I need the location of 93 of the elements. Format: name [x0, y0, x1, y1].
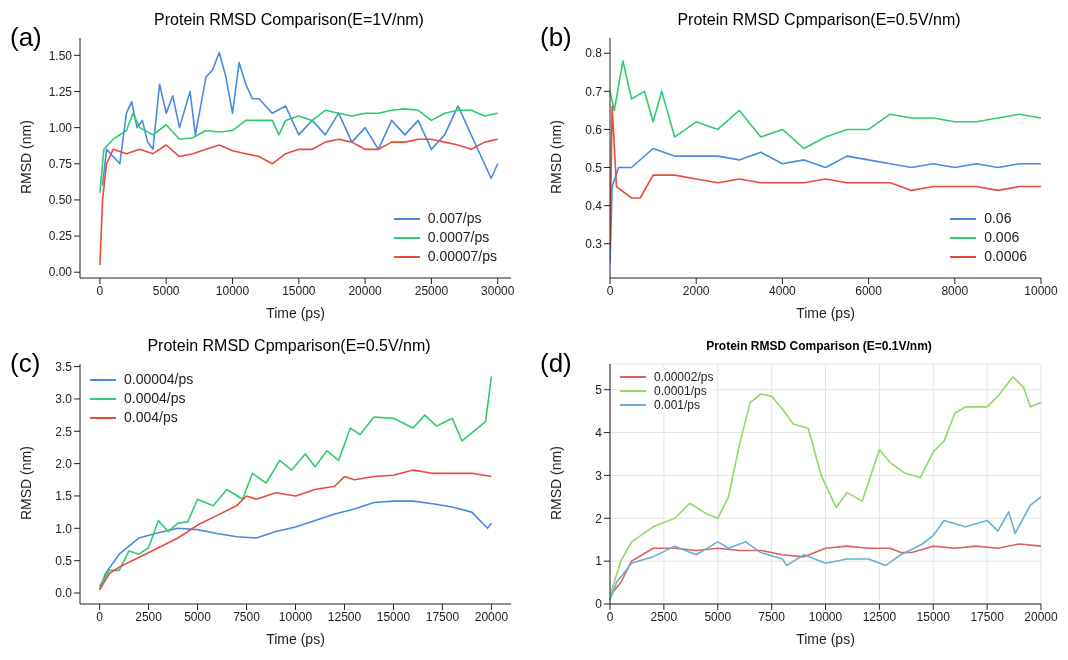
y-tick-label: 3.5	[55, 359, 73, 374]
x-tick-label: 5000	[152, 283, 180, 298]
legend-label: 0.004/ps	[124, 408, 178, 427]
x-tick-label: 20000	[1024, 609, 1059, 624]
y-tick-label: 5	[595, 382, 603, 397]
x-tick-label: 0	[96, 609, 104, 624]
x-tick-label: 0	[96, 283, 104, 298]
text: (a)	[10, 22, 42, 53]
x-tick-label: 5000	[704, 609, 732, 624]
x-tick-label: 20000	[348, 283, 383, 298]
x-tick-label: 10000	[278, 609, 313, 624]
y-tick-label: 1.50	[48, 48, 73, 63]
x-tick-label: 0	[606, 609, 614, 624]
y-tick-label: 3.0	[55, 392, 73, 407]
y-tick-label: 1.5	[55, 489, 73, 504]
y-axis-title: RMSD (nm)	[17, 446, 34, 520]
x-tick-label: 10000	[808, 609, 843, 624]
y-tick-label: 0.50	[48, 193, 73, 208]
x-tick-label: 15000	[282, 283, 316, 298]
text: (b)	[540, 22, 572, 53]
y-tick-label: 2.0	[55, 456, 73, 471]
text: (d)	[540, 348, 572, 379]
y-tick-label: 1	[595, 554, 603, 569]
legend-label: 0.0004/ps	[124, 389, 186, 408]
y-tick-label: 0.4	[585, 198, 603, 213]
x-tick-label: 12500	[327, 609, 362, 624]
x-axis-title: Time (ps)	[266, 305, 325, 321]
y-tick-label: 0.75	[48, 157, 73, 172]
y-tick-label: 2	[595, 511, 603, 526]
line-series	[101, 51, 499, 187]
x-tick-label: 10000	[1024, 283, 1059, 298]
x-tick-label: 6000	[855, 283, 883, 298]
y-tick-label: 0.6	[585, 122, 603, 137]
y-tick-label: 0.5	[585, 160, 603, 175]
x-tick-label: 15000	[916, 609, 951, 624]
x-tick-label: 2000	[682, 283, 710, 298]
y-tick-label: 4	[595, 425, 603, 440]
x-tick-label: 20000	[474, 609, 509, 624]
x-tick-label: 12500	[862, 609, 897, 624]
line-series	[99, 138, 499, 266]
x-tick-label: 2500	[650, 609, 678, 624]
legend-label: 0.007/ps	[427, 209, 482, 228]
x-tick-label: 10000	[215, 283, 250, 298]
y-tick-label: 0.0	[55, 586, 73, 601]
x-tick-label: 25000	[414, 283, 449, 298]
y-tick-label: 2.5	[55, 424, 73, 439]
y-tick-label: 0.3	[585, 236, 603, 251]
line-series	[610, 496, 1041, 601]
legend-label: 0.0007/ps	[427, 228, 490, 247]
x-axis-title: Time (ps)	[266, 631, 325, 647]
line-series	[610, 60, 1041, 150]
x-tick-label: 8000	[941, 283, 969, 298]
x-tick-label: 30000	[481, 283, 515, 298]
legend-label: 0.00002/ps	[654, 370, 714, 384]
legend-label: 0.0006	[984, 247, 1027, 266]
x-tick-label: 17500	[425, 609, 460, 624]
x-axis-title: Time (ps)	[796, 631, 855, 647]
x-tick-label: 0	[606, 283, 614, 298]
legend-label: 0.00007/ps	[427, 247, 497, 266]
y-tick-label: 0.7	[585, 84, 603, 99]
y-axis-title: RMSD (nm)	[17, 120, 34, 194]
y-tick-label: 0.00	[48, 265, 73, 280]
x-tick-label: 15000	[376, 609, 411, 624]
y-tick-label: 1.25	[48, 84, 73, 99]
x-tick-label: 17500	[970, 609, 1005, 624]
x-axis-title: Time (ps)	[796, 305, 855, 321]
chart-title: Protein RMSD Cpmparison(E=0.5V/nm)	[147, 337, 431, 354]
line-series	[98, 469, 493, 591]
x-tick-label: 7500	[233, 609, 261, 624]
y-tick-label: 1.00	[48, 120, 73, 135]
line-series	[99, 108, 499, 194]
y-tick-label: 1.0	[55, 521, 73, 536]
y-axis-title: RMSD (nm)	[547, 120, 564, 194]
line-series	[98, 375, 493, 588]
legend-label: 0.06	[984, 209, 1012, 228]
x-tick-label: 5000	[184, 609, 212, 624]
y-tick-label: 0.5	[55, 553, 73, 568]
chart-title: Protein RMSD Comparison(E=1V/nm)	[154, 11, 424, 28]
x-tick-label: 4000	[769, 283, 797, 298]
chart-title: Protein RMSD Cpmparison(E=0.5V/nm)	[677, 11, 961, 28]
y-tick-label: 0.8	[585, 46, 603, 61]
legend-label: 0.00004/ps	[124, 370, 194, 389]
legend-label: 0.001/ps	[654, 398, 701, 412]
y-tick-label: 0	[595, 597, 603, 612]
y-tick-label: 0.25	[48, 229, 73, 244]
legend-label: 0.0001/ps	[654, 384, 707, 398]
y-tick-label: 3	[595, 468, 603, 483]
legend-label: 0.006	[984, 228, 1020, 247]
text: (c)	[10, 348, 41, 379]
x-tick-label: 2500	[135, 609, 163, 624]
y-axis-title: RMSD (nm)	[547, 446, 564, 520]
chart-title: Protein RMSD Comparison (E=0.1V/nm)	[706, 339, 932, 353]
x-tick-label: 7500	[758, 609, 786, 624]
